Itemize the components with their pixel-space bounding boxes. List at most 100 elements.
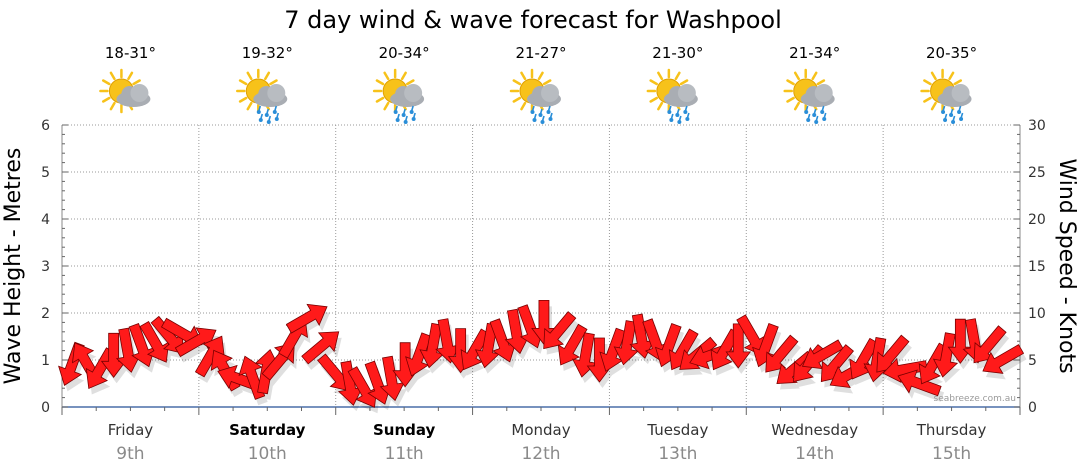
wind-arrows	[58, 299, 1027, 414]
wind-speed-axis-label: Wind Speed - Knots	[1054, 158, 1079, 373]
day-date-label: 14th	[795, 444, 834, 464]
rain-drop	[814, 120, 819, 124]
sun-ray	[793, 71, 800, 81]
sun-cloud-showers-icon	[236, 68, 288, 124]
rain-drop	[274, 117, 279, 121]
partly-cloudy-icon	[99, 68, 151, 114]
sun-ray	[512, 96, 522, 103]
day-date-label: 15th	[932, 444, 971, 464]
wind-arrow	[347, 366, 378, 408]
rain-drop	[941, 110, 946, 114]
sun-ray	[923, 79, 932, 86]
rain-drop	[822, 117, 827, 121]
cloud-puff	[677, 84, 696, 102]
sun-ray	[238, 79, 248, 86]
day-name-label: Saturday	[229, 421, 306, 439]
sun-ray	[649, 79, 658, 86]
sun-ray	[246, 101, 253, 111]
sun-ray	[127, 71, 134, 81]
wave-height-tick-label: 0	[41, 400, 50, 416]
rain-drop	[943, 118, 948, 122]
cloud	[800, 84, 835, 107]
sun-ray	[649, 96, 658, 103]
rain-drops	[393, 105, 416, 124]
day-temperature-range: 20-35°	[926, 44, 977, 62]
day-forecast-headers: 18-31° 19-32° 20-34° 21-27° 21-30° 21-34° 20-3…	[99, 44, 977, 124]
day-name-label: Wednesday	[771, 421, 858, 439]
day-temperature-range: 18-31°	[105, 44, 156, 62]
sun-ray	[101, 96, 111, 103]
rain-drop	[683, 110, 688, 114]
wind-arrow	[139, 320, 170, 363]
rain-drop	[411, 117, 416, 121]
sun-ray	[269, 79, 278, 86]
wave-height-axis-label: Wave Height - Metres	[1, 148, 26, 385]
rain-drop	[951, 120, 956, 124]
wind-arrow	[629, 313, 655, 359]
wind-arrow	[897, 369, 942, 397]
wind-arrow	[301, 331, 340, 365]
wind-speed-axis-ticks: 0 5 10 15 20 25 30	[1028, 118, 1046, 416]
sun-ray	[375, 96, 385, 103]
rain-drop	[538, 113, 543, 117]
rain-drop	[530, 110, 535, 114]
sun-ray	[109, 101, 116, 111]
rain-drop	[272, 110, 277, 114]
wave-height-tick-label: 3	[41, 259, 50, 275]
day-name-label: Sunday	[373, 421, 436, 439]
cloud	[116, 84, 151, 107]
sun-ray	[246, 71, 253, 81]
rain-drops	[941, 105, 964, 124]
rain-drop	[546, 110, 551, 114]
credit-text: seabreeze.com.au	[934, 394, 1016, 404]
wind-arrow	[435, 318, 461, 364]
rain-drop	[804, 110, 809, 114]
wind-speed-tick-label: 20	[1028, 212, 1046, 228]
sun-ray	[375, 79, 385, 86]
wind-arrow	[765, 334, 799, 373]
day-name-label: Friday	[108, 421, 154, 439]
rain-drop	[395, 118, 400, 122]
wind-arrow	[932, 332, 959, 378]
wind-arrow	[128, 323, 156, 368]
wind-speed-tick-label: 0	[1028, 400, 1037, 416]
rain-drop	[675, 113, 680, 117]
wind-arrow	[918, 342, 949, 385]
rain-drop	[540, 120, 545, 124]
cloud	[527, 84, 561, 107]
rain-drop	[264, 113, 269, 117]
wind-arrow	[194, 335, 225, 378]
wind-arrow	[557, 323, 588, 366]
rain-drop	[258, 118, 263, 122]
day-name-label: Tuesday	[646, 421, 708, 439]
wind-arrow	[379, 355, 405, 402]
wind-arrow	[85, 347, 116, 390]
wind-arrow	[752, 323, 779, 368]
day-date-label: 9th	[116, 444, 144, 464]
sun-ray	[793, 101, 800, 111]
cloud-puff	[267, 84, 286, 102]
wind-arrow	[613, 320, 639, 366]
cloud	[937, 84, 972, 107]
wave-height-tick-label: 5	[41, 165, 50, 181]
cloud-puff	[814, 84, 833, 102]
sun-ray	[679, 79, 689, 86]
sun-ray	[657, 101, 664, 111]
cloud-puff	[404, 84, 423, 102]
rain-drop	[532, 118, 537, 122]
rain-drop	[685, 117, 690, 121]
day-date-label: 11th	[385, 444, 424, 464]
sun-cloud-showers-icon	[646, 68, 698, 124]
wind-arrow	[285, 303, 328, 334]
rain-drops	[804, 105, 827, 124]
rain-drop	[820, 110, 825, 114]
rain-drops	[530, 105, 553, 124]
sun-cloud-showers-icon	[372, 68, 425, 124]
day-date-label: 10th	[248, 444, 287, 464]
wind-arrow	[982, 344, 1025, 374]
wave-height-axis-ticks: 0 1 2 3 4 5 6	[41, 118, 50, 416]
sun-ray	[657, 71, 664, 81]
wind-arrow	[405, 332, 432, 377]
sun-ray	[400, 71, 407, 81]
sun-ray	[930, 71, 937, 81]
